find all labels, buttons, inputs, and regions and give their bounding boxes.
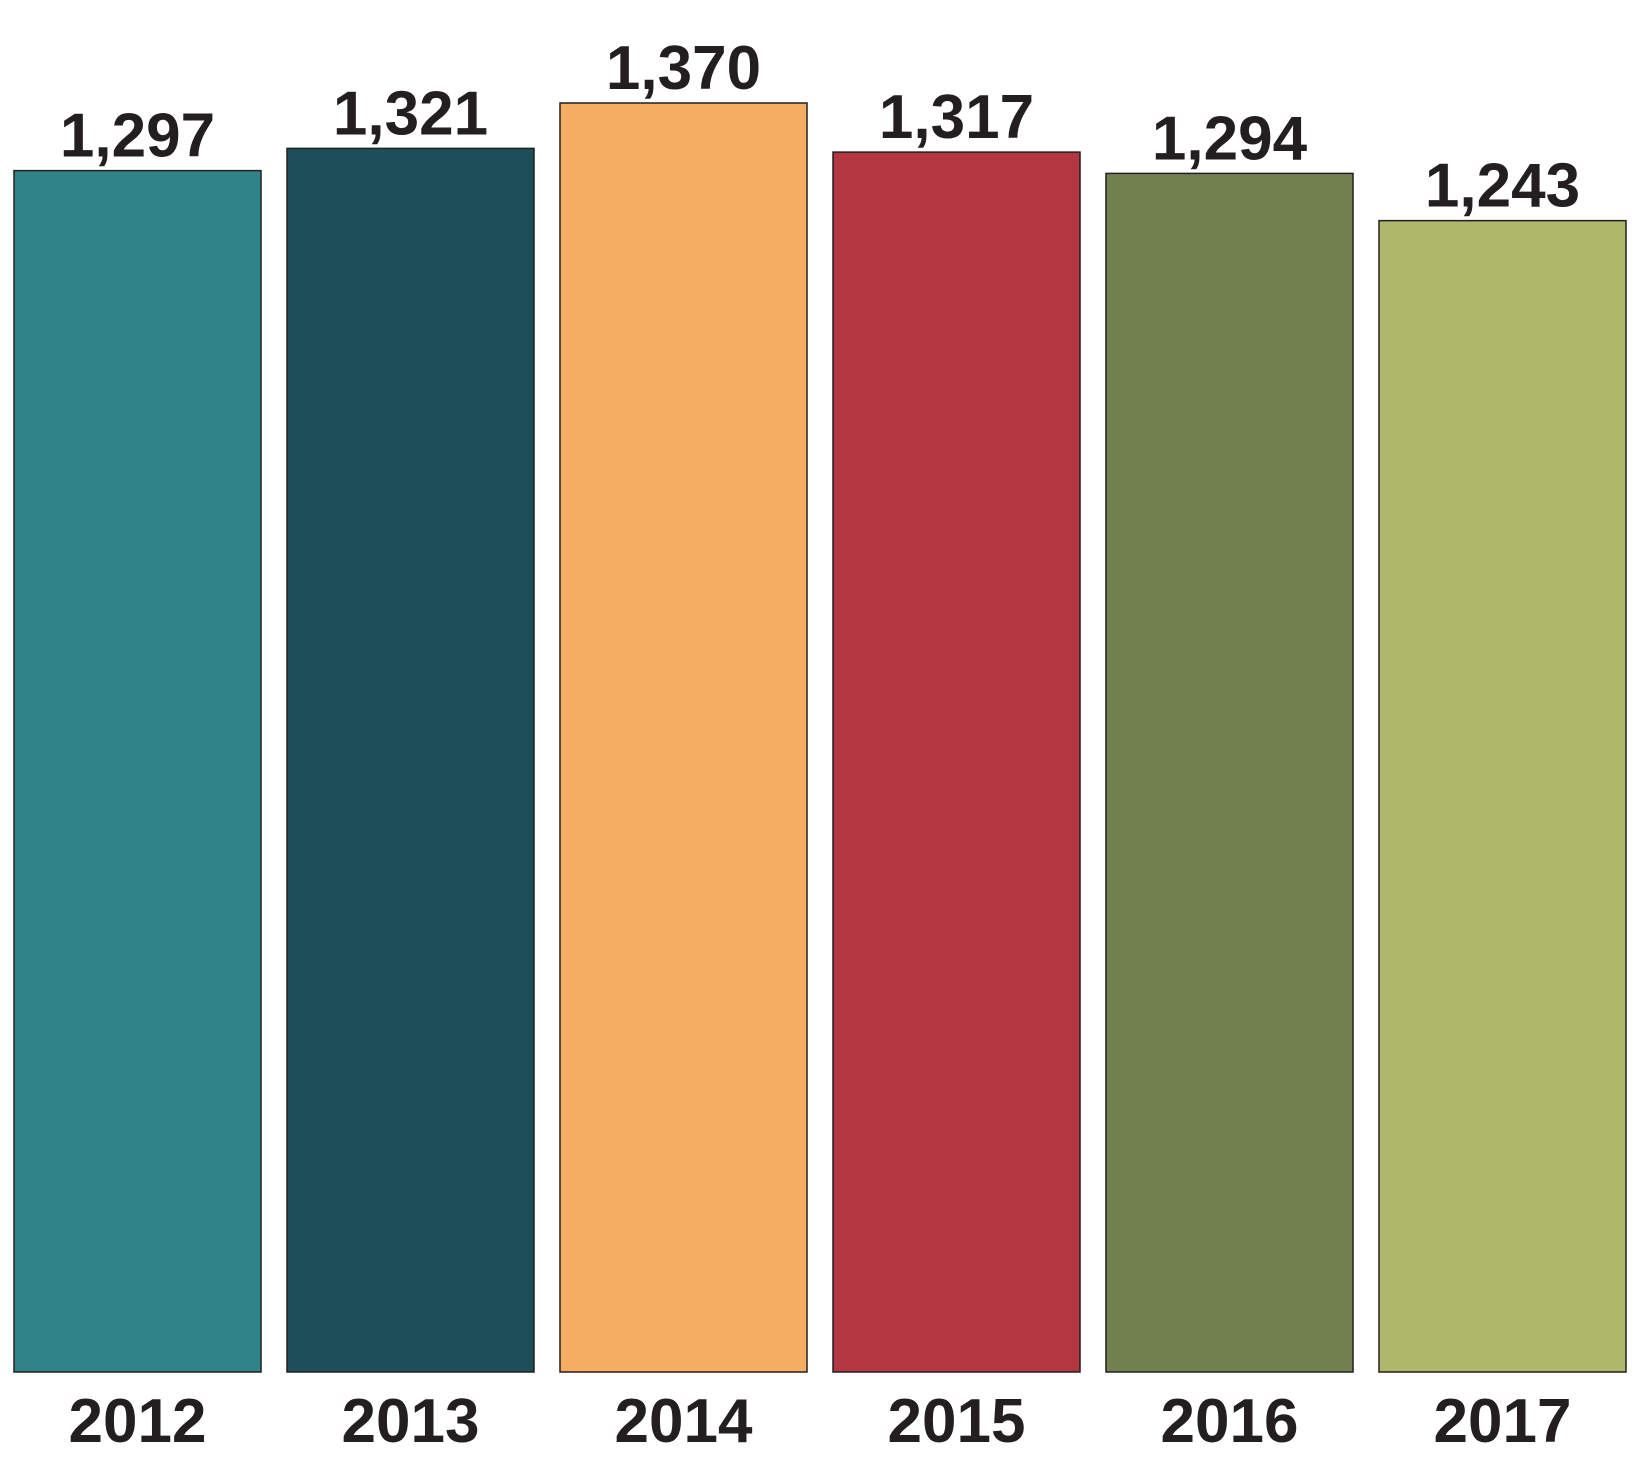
value-label: 1,370 [606,34,761,103]
value-label: 1,294 [1152,104,1308,173]
value-label: 1,243 [1425,152,1580,221]
bar [559,102,808,1373]
bar [1105,172,1354,1373]
bar [13,169,262,1373]
x-tick-label: 2012 [69,1387,207,1456]
x-tick-label: 2014 [615,1387,753,1456]
value-label: 1,297 [60,102,215,171]
value-label: 1,321 [333,79,488,148]
x-tick-label: 2013 [342,1387,480,1456]
bar [286,147,535,1373]
bar [1378,219,1627,1373]
bar [832,151,1081,1373]
value-label: 1,317 [879,83,1034,152]
x-tick-label: 2015 [888,1387,1026,1456]
x-tick-label: 2017 [1434,1387,1572,1456]
x-tick-label: 2016 [1161,1387,1299,1456]
